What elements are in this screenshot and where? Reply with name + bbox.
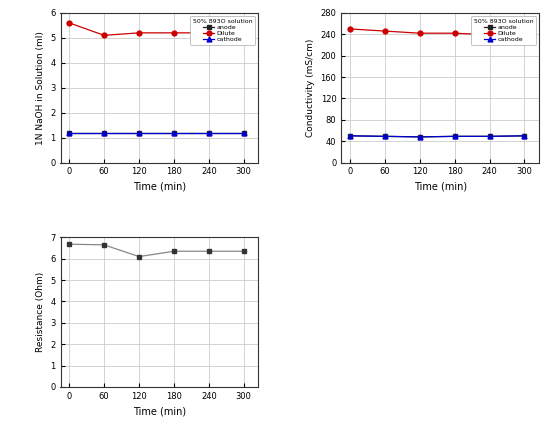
cathode [170,130,177,135]
Dilute [136,30,142,35]
Line: cathode: cathode [67,130,246,135]
Y-axis label: Conductivity (mS/cm): Conductivity (mS/cm) [306,39,315,137]
Dilute [66,20,73,25]
Y-axis label: Resistance (Ohm): Resistance (Ohm) [36,272,45,352]
Y-axis label: 1N NaOH in Solution (ml): 1N NaOH in Solution (ml) [36,31,45,144]
anode [346,133,353,138]
X-axis label: Time (min): Time (min) [133,182,186,192]
X-axis label: Time (min): Time (min) [414,182,467,192]
Dilute [206,30,212,35]
cathode [66,130,73,135]
anode [170,130,177,135]
anode [416,134,423,139]
anode [382,134,388,139]
Dilute [521,32,528,37]
cathode [101,130,107,135]
Legend: anode, Dilute, cathode: anode, Dilute, cathode [471,16,536,45]
Legend: anode, Dilute, cathode: anode, Dilute, cathode [190,16,255,45]
anode [486,134,493,139]
Dilute [452,31,458,36]
cathode [521,133,528,138]
cathode [486,134,493,139]
anode [66,130,73,135]
cathode [136,130,142,135]
Dilute [346,26,353,31]
Line: anode: anode [67,130,246,135]
X-axis label: Time (min): Time (min) [133,406,186,416]
anode [101,130,107,135]
Dilute [416,31,423,36]
Dilute [486,32,493,37]
anode [521,133,528,138]
Line: Dilute: Dilute [348,27,527,37]
anode [452,134,458,139]
anode [206,130,212,135]
Dilute [101,33,107,38]
Dilute [170,30,177,35]
Line: anode: anode [348,133,527,139]
Line: Dilute: Dilute [67,21,246,38]
Line: cathode: cathode [348,133,527,139]
cathode [416,134,423,139]
cathode [206,130,212,135]
cathode [452,134,458,139]
cathode [240,130,247,135]
cathode [382,134,388,139]
Dilute [240,33,247,38]
Dilute [382,28,388,34]
cathode [346,133,353,138]
anode [240,130,247,135]
anode [136,130,142,135]
